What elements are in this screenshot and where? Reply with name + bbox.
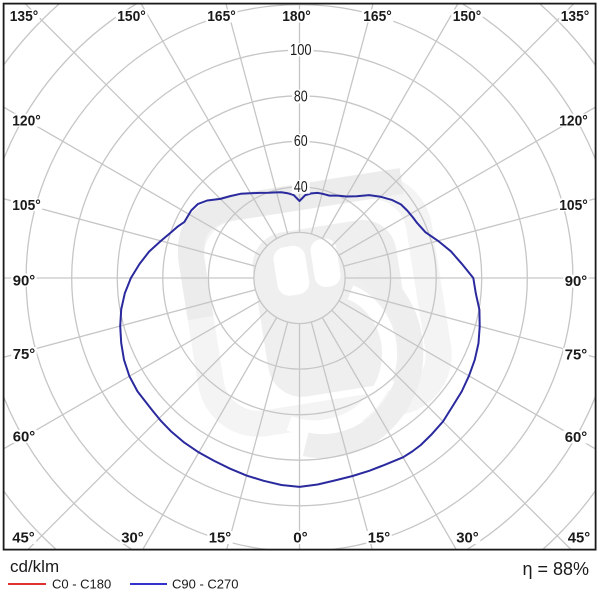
svg-text:75°: 75° [13,346,36,363]
svg-text:15°: 15° [368,530,391,547]
svg-text:60°: 60° [565,429,588,446]
svg-text:165°: 165° [207,8,236,25]
svg-text:0°: 0° [293,530,308,547]
svg-text:cd/klm: cd/klm [10,557,59,576]
svg-text:90°: 90° [565,273,588,290]
svg-text:C90 - C270: C90 - C270 [172,577,238,592]
svg-text:60°: 60° [13,429,36,446]
svg-text:30°: 30° [456,530,479,547]
svg-text:150°: 150° [117,8,146,25]
svg-text:105°: 105° [12,197,41,214]
svg-text:100: 100 [290,42,312,59]
svg-text:120°: 120° [559,112,588,129]
svg-text:105°: 105° [559,197,588,214]
svg-text:135°: 135° [561,8,590,25]
svg-text:180°: 180° [282,8,311,25]
svg-text:135°: 135° [10,8,39,25]
svg-text:15°: 15° [209,530,232,547]
svg-text:60: 60 [294,133,308,150]
svg-text:C0 - C180: C0 - C180 [52,577,111,592]
svg-text:80: 80 [294,89,308,106]
svg-text:40: 40 [294,179,308,196]
svg-text:165°: 165° [363,8,392,25]
svg-text:75°: 75° [565,347,588,364]
svg-text:90°: 90° [13,272,36,289]
svg-text:150°: 150° [453,8,482,25]
svg-text:η = 88%: η = 88% [522,559,589,579]
svg-text:45°: 45° [568,530,591,547]
svg-text:120°: 120° [12,112,41,129]
svg-text:30°: 30° [121,530,144,547]
svg-text:45°: 45° [12,530,35,547]
